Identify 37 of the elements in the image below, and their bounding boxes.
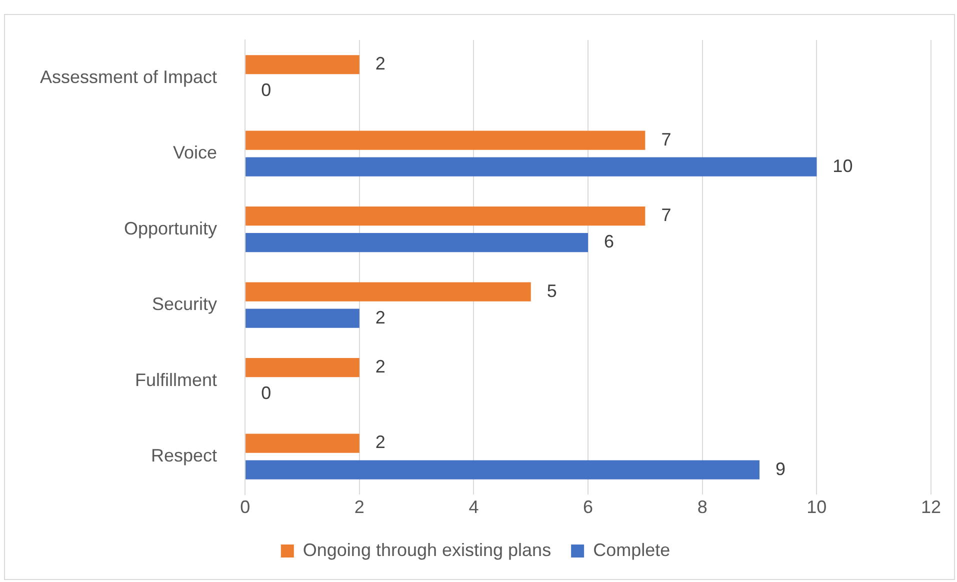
x-tick-label: 12 (920, 497, 942, 518)
bar (246, 233, 588, 252)
x-tick-label: 6 (583, 497, 594, 518)
bar (246, 157, 817, 176)
data-label: 2 (375, 432, 386, 452)
data-label: 5 (546, 280, 557, 301)
bar (246, 282, 531, 302)
bar (246, 460, 760, 480)
x-tick-label: 0 (240, 497, 250, 518)
legend-label: Ongoing through existing plans (302, 540, 552, 560)
y-tick-label: Fulfillment (135, 370, 218, 390)
bar (246, 308, 360, 328)
bar (246, 130, 646, 150)
data-label: 6 (604, 232, 614, 252)
bar (246, 434, 360, 453)
y-tick-label: Assessment of Impact (40, 66, 218, 87)
data-label: 10 (832, 156, 853, 176)
data-label: 2 (375, 356, 386, 377)
x-tick-label: 2 (354, 497, 364, 518)
y-tick-label: Voice (173, 142, 218, 163)
legend-label: Complete (593, 540, 670, 560)
y-tick-label: Security (152, 294, 218, 314)
bar (246, 358, 360, 378)
data-label: 9 (776, 458, 786, 479)
y-tick-label: Opportunity (124, 218, 218, 238)
data-label: 2 (375, 307, 386, 328)
data-label: 0 (261, 383, 272, 404)
bar (246, 55, 360, 74)
x-tick-label: 8 (697, 497, 708, 518)
y-tick-label: Respect (151, 446, 218, 466)
data-label: 7 (661, 205, 672, 226)
x-tick-label: 4 (468, 497, 479, 518)
bar (246, 206, 646, 226)
data-label: 7 (661, 129, 672, 150)
data-label: 0 (261, 80, 272, 100)
x-tick-label: 10 (806, 497, 827, 518)
data-label: 2 (375, 54, 386, 74)
